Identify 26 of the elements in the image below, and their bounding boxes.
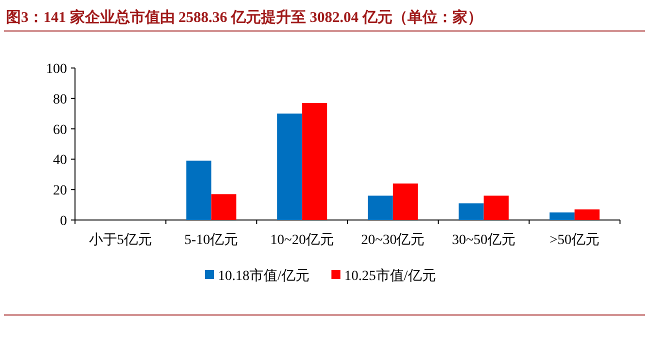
bar: [368, 196, 393, 220]
bar: [458, 203, 484, 220]
x-tick-label: 小于5亿元: [88, 232, 152, 248]
bar: [186, 160, 212, 220]
plot: 0 20 40 60 80 100 小于5亿元 5-10亿元 10~20亿元 20~30亿元 30~50亿元 >50亿元: [46, 62, 620, 248]
x-tick-label: 20~30亿元: [361, 232, 425, 248]
bar: [392, 184, 418, 220]
y-tick-label: 60: [53, 122, 67, 138]
y-tick-label: 20: [53, 184, 67, 199]
bar: [302, 102, 328, 220]
legend-label: 10.18市值/亿元: [218, 268, 310, 284]
x-tick-label: 10~20亿元: [270, 232, 334, 248]
x-tick-label: 5-10亿元: [184, 232, 238, 248]
x-tick-label: >50亿元: [550, 232, 600, 248]
y-tick-label: 40: [53, 153, 67, 168]
bar: [574, 209, 600, 220]
legend-label: 10.25市值/亿元: [344, 268, 436, 284]
y-tick-label: 100: [46, 62, 67, 77]
bar: [550, 212, 575, 220]
chart-title: 图3：141 家企业总市值由 2588.36 亿元提升至 3082.04 亿元（单位：家）: [6, 8, 482, 26]
bar: [277, 114, 302, 220]
y-tick-label: 0: [60, 214, 67, 229]
x-tick-label: 30~50亿元: [452, 232, 516, 248]
bar: [211, 194, 236, 220]
bar: [484, 196, 509, 220]
y-tick-label: 80: [53, 92, 67, 108]
